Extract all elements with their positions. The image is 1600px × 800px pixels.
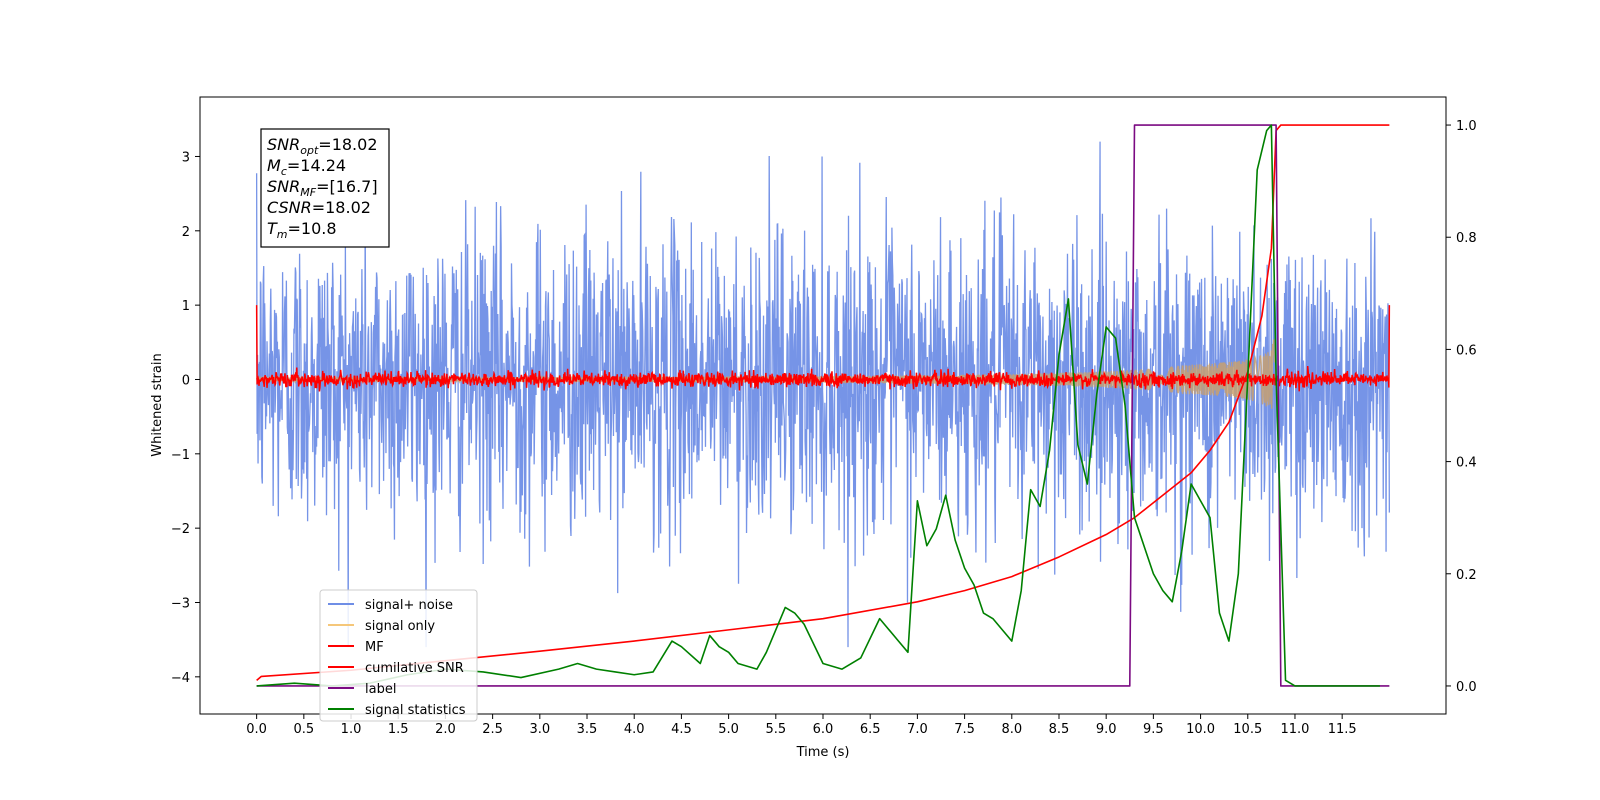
x-tick-label: 3.5 [577,722,598,737]
y-axis-label: Whitened strain [150,353,165,456]
x-tick-label: 9.0 [1096,722,1117,737]
x-tick-label: 3.0 [529,722,550,737]
x-axis-label: Time (s) [796,745,850,760]
y-tick-label: −1 [171,448,190,463]
x-tick-label: 6.0 [813,722,834,737]
x-tick-label: 9.5 [1143,722,1164,737]
y2-tick-label: 0.0 [1456,680,1477,695]
info-box-line: CSNR=18.02 [267,198,371,217]
y2-tick-label: 1.0 [1456,119,1477,134]
x-tick-label: 8.0 [1001,722,1022,737]
legend-label: signal only [365,619,435,634]
series-mf [255,305,1391,392]
y-tick-label: 0 [182,373,190,388]
x-tick-label: 2.0 [435,722,456,737]
x-tick-label: 11.0 [1280,722,1309,737]
x-tick-label: 7.0 [907,722,928,737]
y-tick-label: −2 [171,522,190,537]
y-axis-left: 3 2 1 0 −1 −2 −3 −4 [171,150,200,686]
x-tick-label: 4.5 [671,722,692,737]
y-tick-label: −3 [171,596,190,611]
legend: signal+ noise signal only MF cumilative SNR… [319,589,478,722]
y-axis-right: 1.0 0.8 0.6 0.4 0.2 0.0 [1446,119,1477,695]
x-tick-label: 7.5 [954,722,975,737]
x-tick-label: 11.5 [1328,722,1357,737]
y2-tick-label: 0.6 [1456,343,1477,358]
legend-frame [319,589,478,722]
x-tick-label: 2.5 [482,722,503,737]
info-box-line: Mc=14.24 [267,156,346,178]
y2-tick-label: 0.2 [1456,568,1477,583]
x-tick-label: 6.5 [860,722,881,737]
x-tick-label: 1.5 [388,722,409,737]
y-tick-label: 3 [182,150,190,165]
series-signal-noise [255,141,1391,648]
legend-label: signal+ noise [365,598,453,613]
x-tick-label: 5.0 [718,722,739,737]
legend-label: label [365,682,396,697]
series-cumilative-snr [256,124,1390,681]
legend-label: signal statistics [365,703,466,718]
x-tick-label: 5.5 [765,722,786,737]
x-axis: 0.0 0.5 1.0 1.5 2.0 2.5 3.0 3.5 4.0 4.5 5.0 5.5 6.0 6… [246,714,1357,737]
x-tick-label: 0.0 [246,722,267,737]
x-tick-label: 4.0 [624,722,645,737]
x-tick-label: 10.0 [1186,722,1215,737]
y2-tick-label: 0.8 [1456,231,1477,246]
legend-label: MF [365,640,384,655]
y2-tick-label: 0.4 [1456,456,1477,471]
series-signal-statistics [256,124,1380,687]
x-tick-label: 10.5 [1233,722,1262,737]
info-box-line: Tm=10.8 [267,219,337,241]
info-box-frame [260,128,390,248]
x-tick-label: 0.5 [293,722,314,737]
y-tick-label: −4 [171,671,190,686]
info-box-line: SNRMF=[16.7] [267,177,378,199]
x-tick-label: 8.5 [1049,722,1070,737]
info-box: SNRopt=18.02Mc=14.24SNRMF=[16.7]CSNR=18.… [260,128,390,248]
legend-label: cumilative SNR [365,661,464,676]
y-tick-label: 1 [182,299,190,314]
series-layer [255,124,1391,687]
x-tick-label: 1.0 [341,722,362,737]
y-tick-label: 2 [182,225,190,240]
info-box-line: SNRopt=18.02 [267,135,378,157]
